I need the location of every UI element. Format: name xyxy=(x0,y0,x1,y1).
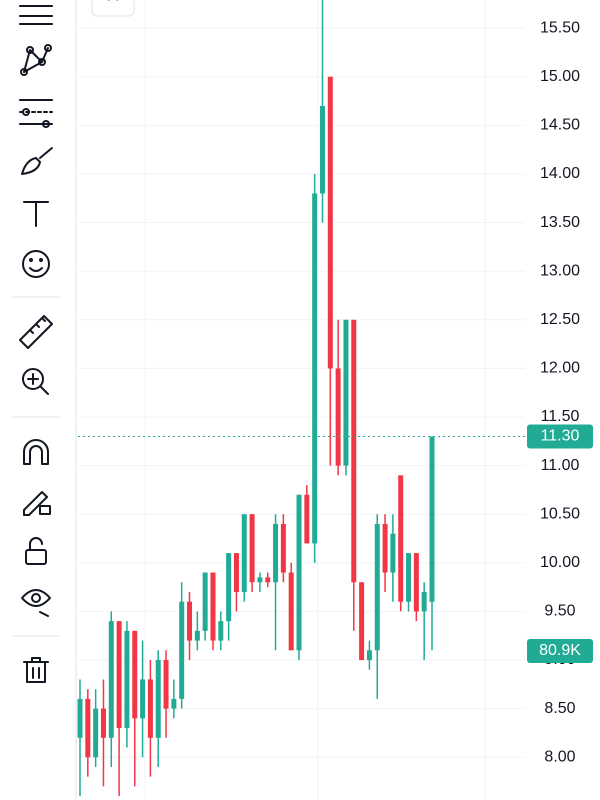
y-tick-label: 12.50 xyxy=(540,311,580,328)
candle-body xyxy=(226,553,232,622)
y-tick-label: 10.50 xyxy=(540,505,580,522)
lock-tool[interactable] xyxy=(25,537,47,565)
y-tick-label: 11.00 xyxy=(541,457,580,474)
candle-body xyxy=(163,660,169,709)
magnet-tool[interactable] xyxy=(23,439,49,465)
lines-tool[interactable] xyxy=(19,5,53,25)
candle-body xyxy=(77,698,83,738)
y-tick-label: 11.50 xyxy=(541,408,580,425)
y-tick-label: 12.00 xyxy=(540,360,580,377)
candle-body xyxy=(327,76,333,369)
candle-body xyxy=(343,319,349,466)
candles xyxy=(77,0,435,797)
volume-label: 80.9K xyxy=(539,642,581,659)
y-tick-label: 9.50 xyxy=(544,603,575,620)
candle-body xyxy=(218,621,224,641)
candle-body xyxy=(366,650,372,661)
candle-body xyxy=(194,630,200,641)
y-tick-label: 13.00 xyxy=(540,262,580,279)
candle-body xyxy=(179,601,185,699)
candle-body xyxy=(351,319,357,583)
candle-body xyxy=(171,698,177,709)
candle-body xyxy=(155,660,161,738)
candle-body xyxy=(398,475,404,602)
trash-tool[interactable] xyxy=(23,657,49,683)
lock-drawings[interactable] xyxy=(23,491,51,516)
vertical-grid xyxy=(144,0,486,800)
candle-body xyxy=(187,601,193,641)
emoji-tool[interactable] xyxy=(22,250,50,278)
candle-body xyxy=(85,698,91,758)
candle-body xyxy=(319,105,325,194)
candle-body xyxy=(382,523,388,573)
candle-body xyxy=(93,708,99,758)
y-tick-label: 8.00 xyxy=(544,748,575,765)
candle-body xyxy=(390,533,396,573)
candle-body xyxy=(233,553,239,592)
zoom-tool[interactable] xyxy=(22,368,49,395)
y-tick-label: 14.50 xyxy=(540,117,580,134)
close-button[interactable] xyxy=(91,0,135,17)
ruler-tool[interactable] xyxy=(19,315,53,349)
y-tick-label: 15.00 xyxy=(540,68,580,85)
candle-body xyxy=(202,572,208,631)
candle-body xyxy=(265,577,271,583)
forecast-tool[interactable] xyxy=(19,99,53,128)
candle-body xyxy=(288,572,294,651)
y-tick-label: 13.50 xyxy=(540,214,580,231)
candle-body xyxy=(124,630,130,729)
last-price-label: 11.30 xyxy=(541,428,580,445)
candle-body xyxy=(335,368,341,466)
candle-body xyxy=(257,577,263,583)
pattern-tool[interactable] xyxy=(20,44,52,76)
y-tick-label: 14.00 xyxy=(540,165,580,182)
candle-body xyxy=(273,523,279,583)
candle-body xyxy=(210,572,216,641)
candle-body xyxy=(413,553,419,612)
last-price-badge xyxy=(527,424,593,449)
visibility-tool[interactable] xyxy=(21,589,51,617)
candle-body xyxy=(359,582,365,661)
y-tick-label: 8.50 xyxy=(544,700,575,717)
toolbar xyxy=(12,0,77,800)
volume-badge xyxy=(527,639,593,663)
candle-body xyxy=(280,523,286,573)
candle-body xyxy=(147,679,153,738)
candle-body xyxy=(406,553,412,602)
candle-body xyxy=(429,436,435,602)
candle-body xyxy=(132,630,138,719)
candle-body xyxy=(312,193,318,544)
candle-body xyxy=(241,514,247,592)
candle-body xyxy=(116,621,122,729)
candle-body xyxy=(100,708,106,738)
candle-body xyxy=(108,621,114,738)
candle-body xyxy=(140,679,146,719)
candle-body xyxy=(421,591,427,612)
y-tick-label: 10.00 xyxy=(540,554,580,571)
y-tick-label: 15.50 xyxy=(540,19,580,36)
brush-tool[interactable] xyxy=(21,147,53,175)
candle-body xyxy=(374,523,380,651)
candle-body xyxy=(304,494,310,544)
candle-body xyxy=(249,514,255,583)
text-tool[interactable] xyxy=(23,201,49,227)
candle-body xyxy=(296,494,302,651)
